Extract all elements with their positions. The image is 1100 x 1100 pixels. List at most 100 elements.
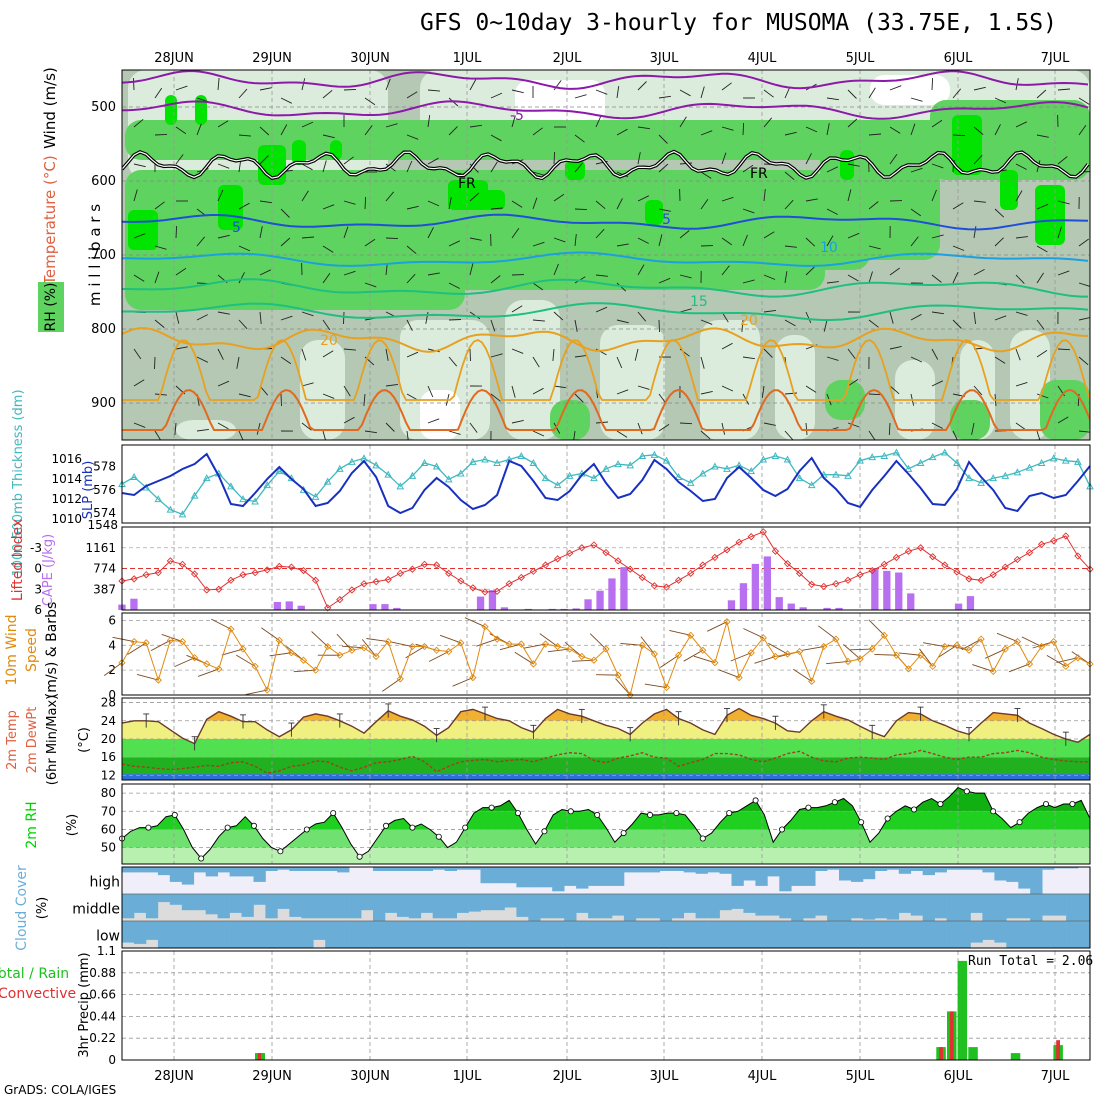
cloud-low-bar bbox=[1042, 921, 1055, 948]
cloud-high-bar bbox=[193, 867, 206, 873]
wind-barb bbox=[406, 160, 413, 173]
wind-barb bbox=[553, 237, 566, 243]
wind-10m-point bbox=[929, 662, 937, 671]
rh2m-band bbox=[122, 787, 1090, 812]
wind-barb bbox=[971, 422, 975, 435]
rh2m-point bbox=[594, 811, 601, 818]
cloud-high-bar bbox=[958, 867, 971, 870]
wind-barb bbox=[511, 115, 516, 128]
cloud-high-bar bbox=[874, 867, 888, 871]
thickness-point bbox=[614, 460, 622, 468]
wind-barb bbox=[1015, 121, 1027, 128]
wind-barb bbox=[280, 97, 292, 104]
wind-barb bbox=[700, 198, 709, 210]
cloud-low-bar bbox=[791, 921, 804, 948]
wind-barb bbox=[259, 311, 262, 324]
cloud-middle-bar bbox=[695, 894, 708, 919]
wind-barb bbox=[700, 86, 705, 99]
rh2m-point bbox=[990, 808, 997, 815]
cloud-low-bar bbox=[1054, 921, 1067, 948]
rh2m-point bbox=[673, 810, 680, 817]
cloud-high-bar bbox=[277, 867, 290, 870]
wind-10m-barb bbox=[428, 651, 449, 662]
isotherm-15 bbox=[122, 278, 1088, 298]
lifted-index-point bbox=[953, 568, 961, 576]
lifted-index-point bbox=[215, 585, 223, 593]
wind-barb bbox=[574, 319, 578, 332]
wind-barb bbox=[616, 86, 620, 99]
wind-10m-point bbox=[178, 637, 187, 646]
precip-convective-bar bbox=[258, 1053, 261, 1060]
wind-10m-barb bbox=[514, 651, 534, 665]
wind-barb bbox=[532, 127, 543, 136]
wind-barb bbox=[1078, 317, 1090, 321]
wind-barb bbox=[784, 271, 788, 284]
wind-barb bbox=[889, 153, 898, 165]
thickness-point bbox=[239, 495, 247, 503]
rh2m-point bbox=[171, 811, 178, 818]
wind-barb bbox=[952, 319, 962, 329]
wind-barb bbox=[217, 120, 229, 128]
wind-10m-barb bbox=[730, 652, 752, 662]
thickness-slp-panel: 578 576 574 1016 1014 1012 1010 bbox=[51, 445, 1094, 526]
wind-barb bbox=[721, 265, 730, 276]
contour-label: 15 bbox=[690, 294, 708, 310]
cloud-middle-bar bbox=[922, 894, 935, 921]
wind-10m-barb bbox=[843, 644, 861, 660]
wind-barb bbox=[427, 115, 431, 128]
wind-10m-barb bbox=[269, 652, 292, 657]
cloud-high-bar bbox=[337, 867, 350, 873]
wind-barb bbox=[931, 274, 942, 283]
lifted-index-point bbox=[868, 566, 876, 575]
cloud-low-bar bbox=[432, 921, 445, 948]
wind-10m-point bbox=[687, 631, 695, 640]
wind-barb bbox=[679, 230, 690, 239]
wind-barb bbox=[511, 348, 524, 354]
wind-barb bbox=[469, 263, 474, 276]
wind-barb bbox=[931, 348, 939, 360]
wind-10m-point bbox=[856, 655, 864, 663]
wind-barb bbox=[910, 356, 923, 363]
wind-barb bbox=[763, 422, 776, 426]
lifted-index-point bbox=[711, 553, 719, 562]
wind-10m-point bbox=[130, 637, 138, 646]
wind-10m-barb bbox=[669, 629, 691, 636]
cloud-high-bar bbox=[325, 867, 338, 871]
cloud-high-bar bbox=[827, 867, 840, 870]
lifted-index-point bbox=[941, 561, 949, 569]
cloud-low-bar bbox=[588, 921, 601, 948]
upper-air-field bbox=[122, 70, 1090, 440]
wind-barb bbox=[994, 356, 1006, 364]
wind-barb bbox=[174, 422, 177, 435]
time-label-bottom: 5JUL bbox=[846, 1069, 876, 1084]
wind-10m-barb bbox=[197, 668, 219, 677]
wind-10m-barb bbox=[174, 657, 195, 668]
wind-barb bbox=[931, 119, 943, 128]
wind-barb bbox=[406, 351, 419, 358]
lifted-index-point bbox=[445, 569, 453, 577]
wind-barb bbox=[658, 95, 671, 99]
cloud-middle-bar bbox=[1066, 894, 1079, 921]
wind-10m-barb bbox=[961, 638, 982, 651]
contour-label: FR bbox=[458, 176, 476, 192]
wind-barb bbox=[301, 236, 315, 239]
thickness-point bbox=[130, 472, 138, 480]
wind-barb bbox=[805, 153, 812, 165]
wind-barb bbox=[133, 274, 145, 282]
wind-10m-point bbox=[517, 640, 525, 648]
cloud-low-bar bbox=[468, 921, 481, 948]
thickness-point bbox=[662, 456, 671, 464]
wind-barb bbox=[784, 430, 794, 440]
wind-barb bbox=[385, 383, 398, 387]
wind-10m-point bbox=[553, 642, 562, 651]
cloud-low-bar bbox=[862, 921, 876, 948]
lifted-tick-label: 0 bbox=[34, 562, 42, 576]
lifted-index-point bbox=[529, 567, 538, 575]
lifted-index-point bbox=[541, 561, 550, 569]
cloud-high-bar bbox=[886, 867, 900, 870]
cloud-middle-bar bbox=[946, 894, 959, 921]
wind-barb bbox=[385, 78, 391, 91]
wind-barb bbox=[721, 82, 732, 91]
wind-10m-point bbox=[239, 645, 247, 653]
wind-barb bbox=[217, 189, 224, 202]
